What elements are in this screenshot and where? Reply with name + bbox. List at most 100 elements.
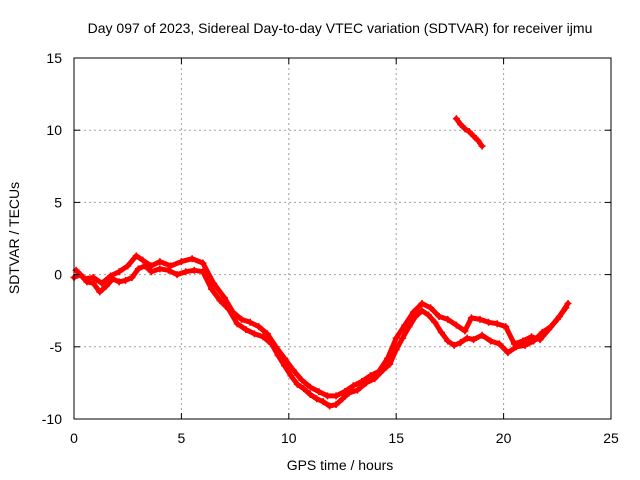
data-point	[107, 272, 115, 280]
data-point	[463, 334, 471, 342]
data-point	[427, 304, 435, 312]
data-point	[562, 304, 570, 312]
data-point	[461, 327, 469, 335]
data-point	[147, 262, 155, 270]
grid	[74, 58, 611, 419]
data-point	[461, 125, 469, 133]
x-tick-label: 20	[496, 430, 512, 446]
data-point	[323, 392, 331, 400]
data-points	[70, 115, 572, 410]
data-point	[326, 402, 334, 410]
data-point	[474, 136, 482, 144]
data-point	[358, 377, 366, 385]
data-point	[306, 390, 314, 398]
data-point	[188, 255, 196, 263]
data-point	[298, 376, 306, 384]
data-point	[229, 308, 237, 316]
plot-frame	[73, 57, 612, 420]
data-point	[401, 321, 409, 329]
data-point	[134, 265, 142, 273]
data-point	[424, 311, 432, 319]
data-point	[341, 388, 349, 396]
data-point	[467, 314, 475, 322]
data-point	[242, 325, 250, 333]
data-point	[89, 273, 97, 281]
data-point	[177, 258, 185, 266]
data-point	[115, 278, 123, 286]
y-tick-label: 10	[46, 122, 62, 138]
data-point	[457, 338, 465, 346]
data-point	[293, 380, 301, 388]
data-point	[487, 337, 495, 345]
data-point	[521, 341, 529, 349]
data-point	[435, 312, 443, 320]
data-point	[132, 252, 140, 260]
data-point	[115, 268, 123, 276]
data-point	[384, 354, 392, 362]
x-tick-label: 0	[70, 430, 78, 446]
y-tick-label: -5	[50, 339, 63, 355]
data-point	[81, 275, 89, 283]
x-axis-label: GPS time / hours	[287, 457, 394, 473]
data-point	[238, 315, 246, 323]
y-tick-label: 0	[54, 267, 62, 283]
data-point	[250, 330, 258, 338]
data-point	[386, 360, 394, 368]
data-point	[173, 271, 181, 279]
data-point	[478, 142, 486, 150]
x-tick-label: 15	[388, 430, 404, 446]
data-point	[263, 330, 271, 338]
data-point	[476, 315, 484, 323]
data-point	[122, 276, 130, 284]
data-point	[216, 297, 224, 305]
data-point	[504, 349, 512, 357]
data-point	[156, 265, 164, 273]
data-point	[545, 325, 553, 333]
data-point	[349, 382, 357, 390]
data-point	[536, 336, 544, 344]
data-point	[444, 315, 452, 323]
x-tick-label: 25	[603, 430, 619, 446]
data-point	[437, 328, 445, 336]
data-point	[495, 340, 503, 348]
data-point	[128, 273, 136, 281]
data-point	[255, 323, 263, 331]
data-point	[418, 307, 426, 315]
y-tick-label: 5	[54, 194, 62, 210]
data-point	[332, 392, 340, 400]
data-point	[182, 268, 190, 276]
data-point	[233, 320, 241, 328]
data-point	[478, 331, 486, 339]
y-axis-label: SDTVAR / TECUs	[6, 182, 22, 294]
tick-labels: 0 5 10 15 20 25 -10 -5 0 5 10 15	[42, 50, 619, 446]
data-point	[452, 321, 460, 329]
data-point	[259, 333, 267, 341]
data-point	[96, 288, 104, 296]
data-point	[564, 299, 572, 307]
data-point	[246, 318, 254, 326]
data-point	[431, 318, 439, 326]
data-point	[98, 279, 106, 287]
data-point	[452, 115, 460, 123]
y-tick-label: -10	[42, 411, 62, 427]
x-tick-label: 5	[178, 430, 186, 446]
data-point	[450, 341, 458, 349]
data-point	[339, 395, 346, 403]
data-point	[502, 323, 510, 331]
chart-title: Day 097 of 2023, Sidereal Day-to-day VTE…	[88, 20, 593, 36]
data-point	[165, 266, 173, 274]
data-point	[375, 367, 383, 375]
data-point	[210, 279, 218, 287]
data-point	[493, 320, 501, 328]
data-point	[319, 398, 327, 406]
data-point	[409, 308, 417, 316]
data-point	[139, 256, 147, 264]
data-point	[289, 366, 297, 374]
data-point	[485, 318, 493, 326]
data-point	[156, 258, 164, 266]
data-point	[528, 333, 536, 341]
axis-ticks	[73, 57, 612, 420]
data-point	[300, 385, 308, 393]
